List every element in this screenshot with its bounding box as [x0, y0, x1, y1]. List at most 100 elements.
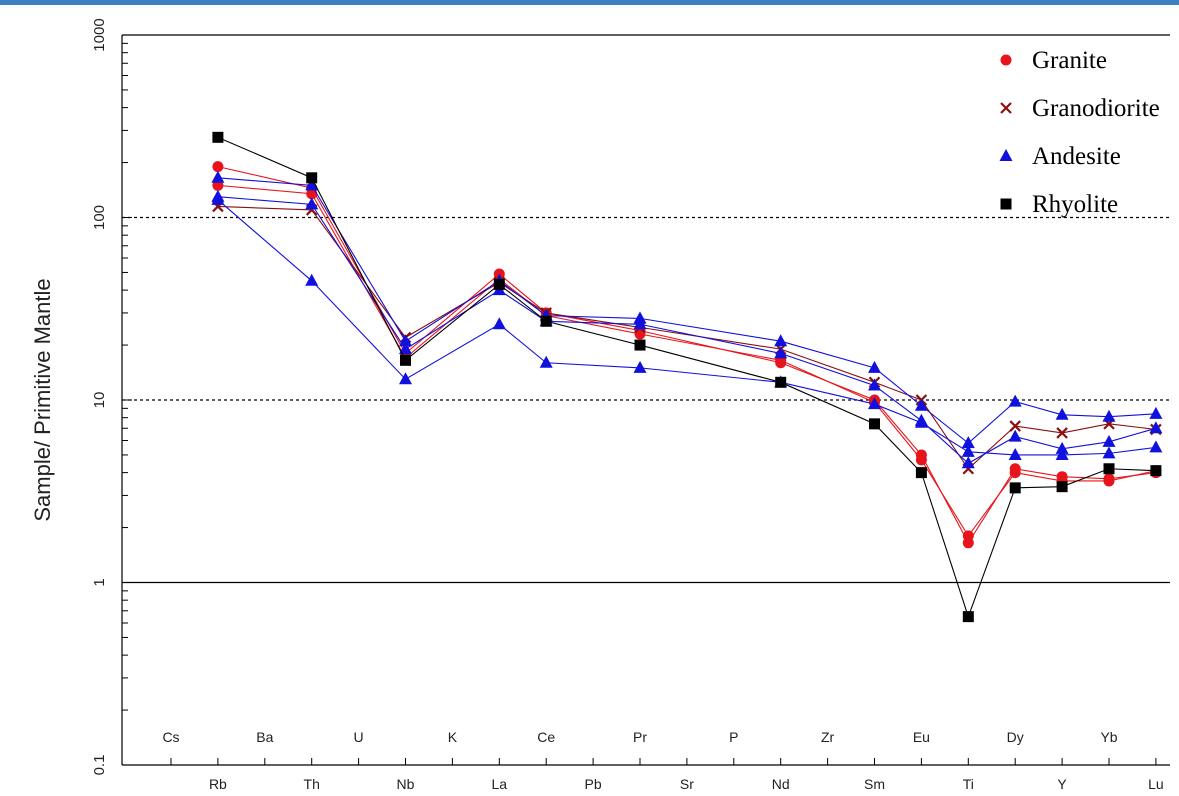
data-point	[1009, 420, 1021, 432]
data-point	[1103, 463, 1115, 475]
data-point	[1102, 446, 1116, 459]
x-label-lower: Nb	[397, 776, 415, 792]
series-granodiorite-2	[212, 200, 1162, 475]
data-point	[1149, 421, 1163, 434]
data-point	[492, 317, 506, 330]
series-line	[217, 196, 1157, 464]
legend-label-rhyolite: Rhyolite	[1032, 191, 1118, 218]
data-point	[305, 273, 319, 286]
series-andesite-3	[211, 170, 1163, 449]
x-label-upper: K	[448, 729, 458, 745]
data-point	[633, 360, 647, 373]
data-point	[540, 315, 552, 327]
data-point	[775, 376, 787, 388]
x-label-upper: P	[729, 729, 738, 745]
data-point	[962, 530, 974, 542]
data-point	[1008, 447, 1022, 460]
data-point	[774, 334, 788, 347]
data-point	[868, 397, 881, 410]
legend-label-granite: Granite	[1032, 47, 1107, 74]
data-point	[633, 317, 647, 330]
data-point	[1149, 440, 1163, 453]
data-point	[1056, 427, 1068, 439]
x-label-upper: Ce	[537, 729, 555, 745]
x-label-lower: Sr	[680, 776, 694, 792]
data-point	[399, 342, 412, 355]
series-rhyolite-6	[212, 131, 1162, 623]
data-point	[1102, 434, 1116, 447]
series-line	[217, 199, 1156, 456]
y-tick-label: 1	[91, 578, 108, 586]
series-layer	[211, 131, 1163, 623]
data-point	[868, 378, 881, 391]
data-point	[399, 372, 412, 385]
x-label-lower: Pb	[585, 776, 602, 792]
data-point	[915, 454, 927, 466]
data-point-stroke	[1009, 420, 1021, 432]
y-tick-label: 1000	[91, 18, 108, 51]
x-label-lower: Lu	[1148, 776, 1164, 792]
x-label-lower: La	[492, 776, 508, 792]
data-point	[1008, 429, 1022, 442]
data-point	[1009, 482, 1021, 494]
data-point	[961, 444, 975, 457]
x-label-upper: Pr	[633, 729, 647, 745]
x-label-lower: Th	[304, 776, 320, 792]
data-point	[212, 131, 224, 143]
gridlines	[122, 34, 1170, 584]
data-point	[962, 611, 974, 623]
data-point	[914, 415, 928, 428]
data-point	[305, 197, 319, 210]
data-point	[305, 178, 319, 191]
legend-label-andesite: Andesite	[1032, 143, 1121, 170]
data-point	[1055, 447, 1069, 460]
data-point	[211, 170, 225, 183]
x-label-upper: Zr	[821, 729, 835, 745]
legend-marker-granodiorite	[1000, 102, 1012, 114]
x-label-lower: Ti	[963, 776, 974, 792]
x-label-lower: Y	[1057, 776, 1067, 792]
legend-marker-rhyolite	[1000, 198, 1012, 210]
x-label-upper: Dy	[1007, 729, 1024, 745]
data-point	[539, 355, 553, 368]
x-label-lower: Nd	[772, 776, 790, 792]
data-point	[869, 418, 880, 430]
data-point	[1009, 467, 1021, 479]
x-label-lower: Sm	[864, 776, 885, 792]
series-line	[217, 205, 1156, 470]
y-tick-label: 100	[91, 205, 108, 230]
y-axis-label: Sample/ Primitive Mantle	[30, 278, 55, 521]
data-point	[1055, 441, 1069, 454]
data-point	[1055, 407, 1069, 420]
legend-label-granodiorite: Granodiorite	[1032, 95, 1160, 122]
y-tick-label: 10	[91, 392, 108, 409]
legend-marker-granodiorite-stroke	[1000, 102, 1012, 114]
data-point	[914, 398, 928, 411]
x-axis: Cs Ba U K Ce Pr P Zr Eu Dy Yb Rb Th Nb La Pb Sr Nd Sm Ti Y Lu	[122, 729, 1170, 792]
series-line	[217, 136, 1156, 619]
x-label-upper: U	[354, 729, 364, 745]
data-point	[1103, 475, 1115, 487]
legend-marker-andesite	[999, 149, 1013, 161]
y-axis: 0.1 1 10 100 1000	[91, 18, 132, 775]
y-tick-label: 0.1	[91, 755, 108, 776]
data-point	[211, 192, 225, 205]
data-point	[774, 346, 788, 359]
series-line	[217, 184, 1157, 537]
data-point	[961, 436, 975, 449]
data-point-stroke	[1056, 427, 1068, 439]
data-point	[1150, 465, 1162, 477]
data-point	[1102, 409, 1116, 422]
data-point	[868, 360, 881, 373]
x-label-lower: Rb	[209, 776, 227, 792]
data-point	[212, 161, 224, 173]
data-point	[634, 339, 646, 351]
data-point	[400, 354, 411, 366]
data-point	[915, 467, 927, 479]
data-point	[961, 456, 975, 469]
data-point	[306, 172, 318, 184]
top-accent-rule	[0, 0, 1179, 5]
legend: Granite Granodiorite Andesite Rhyolite	[999, 47, 1160, 218]
x-label-upper: Ba	[256, 729, 273, 745]
